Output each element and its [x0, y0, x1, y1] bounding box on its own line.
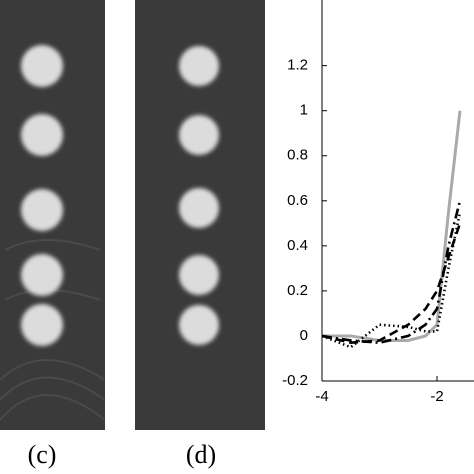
panel-c	[0, 0, 106, 430]
panel-d	[135, 0, 265, 430]
panel-label: (d)	[186, 440, 216, 469]
y-tick-label: 0.8	[287, 147, 308, 164]
x-tick-label: -2	[430, 388, 443, 405]
y-tick-label: 1.2	[287, 57, 308, 74]
panel-label: (c)	[28, 440, 57, 469]
series-line	[322, 110, 462, 342]
plot-area	[322, 110, 462, 349]
y-tick-label: 0.6	[287, 192, 308, 209]
series-line	[322, 222, 462, 345]
y-tick-label: 0.4	[287, 237, 308, 254]
series-line	[322, 200, 462, 345]
y-tick-label: 0.2	[287, 282, 308, 299]
y-tick-label: 0	[300, 327, 308, 344]
series-line	[322, 211, 462, 349]
chart: -0.2 0 0.2 0.4 0.6 0.8 1 1.2 -4 -2	[282, 0, 474, 405]
y-tick-label: -0.2	[282, 372, 308, 389]
y-tick-label: 1	[300, 102, 308, 119]
x-tick-label: -4	[315, 388, 328, 405]
